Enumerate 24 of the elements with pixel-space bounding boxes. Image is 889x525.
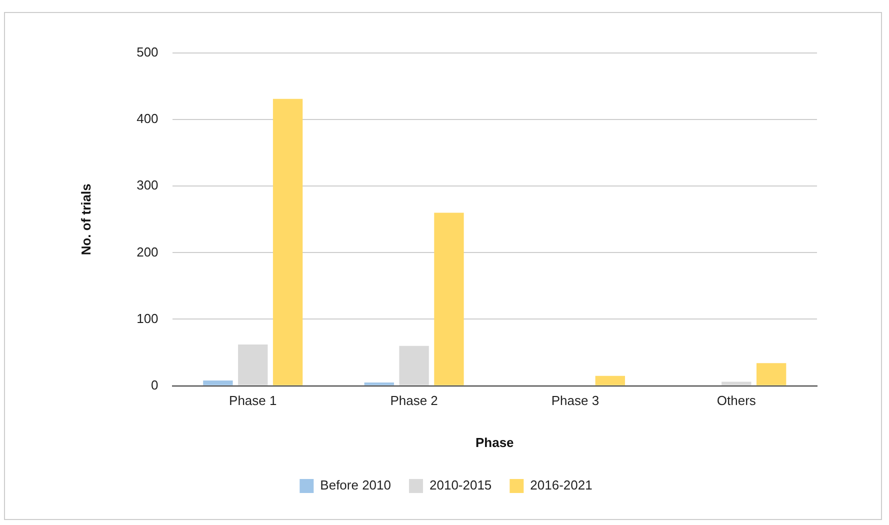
bar — [238, 344, 268, 386]
x-tick-label: Phase 3 — [551, 393, 600, 408]
legend-label: 2016-2021 — [530, 478, 592, 493]
bar — [364, 382, 394, 386]
y-tick-label: 200 — [136, 244, 158, 260]
y-tick-label: 0 — [151, 377, 158, 392]
x-axis-title: Phase — [475, 434, 514, 450]
bar — [272, 98, 303, 386]
legend-label: Before 2010 — [320, 478, 392, 493]
bar — [756, 363, 786, 386]
bar — [722, 382, 752, 386]
bar — [595, 376, 625, 386]
x-tick-label: Others — [716, 393, 756, 408]
y-axis-title: No. of trials — [78, 184, 94, 256]
bar — [399, 346, 429, 386]
x-tick-label: Phase 2 — [390, 393, 438, 408]
y-tick-label: 400 — [136, 111, 158, 126]
y-tick-label: 500 — [136, 44, 158, 60]
y-tick-label: 100 — [136, 310, 158, 326]
legend-label: 2010-2015 — [430, 478, 492, 493]
bar — [203, 380, 233, 386]
bar — [434, 212, 464, 386]
y-tick-label: 300 — [136, 178, 158, 193]
x-tick-label: Phase 1 — [229, 393, 277, 408]
